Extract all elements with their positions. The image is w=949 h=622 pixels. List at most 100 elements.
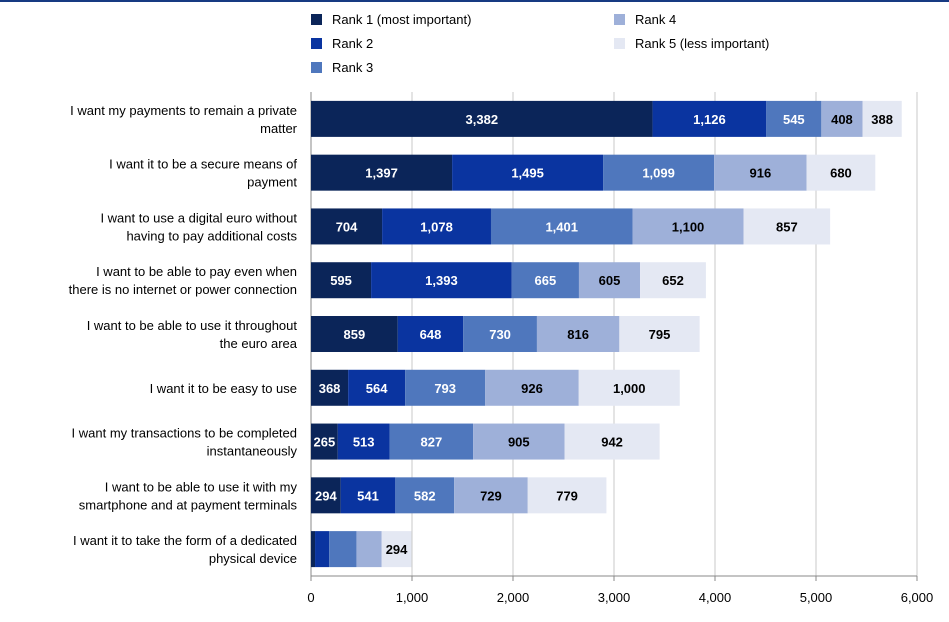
data-label: 857 [776, 219, 798, 234]
category-label-line: I want it to take the form of a dedicate… [73, 533, 297, 548]
category-label-line: matter [260, 121, 298, 136]
bar-segment-rank-3 [490, 208, 633, 245]
legend-swatch-rank-1 [311, 14, 322, 25]
category-labels: I want my payments to remain a private ma… [69, 103, 298, 566]
legend-item-rank-1: Rank 1 (most important) [311, 12, 471, 27]
x-tick-label: 0 [307, 590, 314, 605]
bar-segment-rank-2 [315, 531, 330, 568]
legend-item-rank-2: Rank 2 [311, 36, 373, 51]
bar-segment-rank-5 [381, 531, 412, 568]
legend-swatch-rank-4 [614, 14, 625, 25]
bar-segment-rank-4 [714, 154, 807, 191]
data-label: 294 [386, 542, 408, 557]
legend-item-rank-5: Rank 5 (less important) [614, 36, 769, 51]
bar-segment-rank-2 [371, 262, 512, 299]
data-label: 545 [783, 112, 805, 127]
data-label: 513 [353, 435, 375, 450]
category-label: I want it to take the form of a dedicate… [73, 533, 297, 566]
data-label: 1,100 [672, 219, 705, 234]
bar-segment-rank-1 [311, 477, 341, 514]
data-label: 408 [831, 112, 853, 127]
data-label: 652 [662, 273, 684, 288]
bar-segment-rank-5 [578, 369, 680, 406]
data-label: 1,393 [425, 273, 458, 288]
x-tick-label: 4,000 [699, 590, 732, 605]
bar-segment-rank-3 [463, 316, 537, 352]
data-label: 793 [434, 381, 456, 396]
x-tick-label: 1,000 [396, 590, 429, 605]
legend-item-rank-3: Rank 3 [311, 60, 373, 75]
data-labels: 3,382 1,126 545 408 388 1,397 1,495 1,099 916 680… [314, 112, 893, 557]
bar-segment-rank-1 [311, 423, 338, 460]
category-label-line: physical device [209, 551, 297, 566]
bar-segment-rank-5 [862, 100, 902, 137]
category-label-line: I want to be able to use it with my [105, 479, 298, 494]
data-label: 564 [366, 381, 388, 396]
x-tick-labels: 0 1,000 2,000 3,000 4,000 5,000 6,000 [307, 590, 933, 605]
bar-segment-rank-4 [578, 262, 641, 299]
data-label: 859 [344, 327, 366, 342]
bar-segment-rank-1 [311, 316, 398, 352]
bar-segment-rank-2 [337, 423, 390, 460]
x-tick-label: 3,000 [598, 590, 631, 605]
data-label: 1,078 [420, 219, 453, 234]
data-label: 795 [649, 327, 671, 342]
data-label: 1,000 [613, 381, 646, 396]
bar-segment-rank-5 [640, 262, 706, 299]
category-label-line: I want to be able to use it throughout [87, 318, 298, 333]
bar-segment-rank-3 [389, 423, 474, 460]
bar-segment-rank-4 [632, 208, 744, 245]
data-label: 1,495 [511, 166, 544, 181]
legend-item-rank-4: Rank 4 [614, 12, 676, 27]
bars [311, 100, 902, 568]
bar-segment-rank-3 [395, 477, 455, 514]
data-label: 648 [420, 327, 442, 342]
data-label: 265 [314, 435, 336, 450]
data-label: 1,126 [693, 112, 726, 127]
category-label-line: I want my transactions to be completed [72, 426, 297, 441]
bar-segment-rank-1 [311, 208, 383, 245]
category-label: I want to be able to pay even when there … [69, 264, 297, 297]
data-label: 368 [319, 381, 341, 396]
legend-label-rank-1: Rank 1 (most important) [332, 12, 472, 27]
category-label-line: having to pay additional costs [126, 228, 297, 243]
legend-swatch-rank-5 [614, 38, 625, 49]
bar-segment-rank-3 [603, 154, 715, 191]
x-tick-label: 2,000 [497, 590, 530, 605]
bar-segment-rank-1 [311, 100, 653, 137]
data-label: 779 [556, 488, 578, 503]
data-label: 704 [336, 219, 358, 234]
data-label: 916 [749, 166, 771, 181]
data-label: 294 [315, 488, 337, 503]
bar-segment-rank-2 [652, 100, 767, 137]
data-label: 680 [830, 166, 852, 181]
bar-segment-rank-5 [743, 208, 831, 245]
data-label: 905 [508, 435, 530, 450]
category-label-line: instantaneously [207, 444, 298, 459]
bar-segment-rank-4 [821, 100, 863, 137]
legend-label-rank-3: Rank 3 [332, 60, 374, 75]
bar-segment-rank-5 [564, 423, 660, 460]
category-label: I want my transactions to be completed in… [72, 426, 298, 459]
legend-label-rank-4: Rank 4 [635, 12, 677, 27]
data-label: 729 [480, 488, 502, 503]
bar-segment-rank-3 [511, 262, 579, 299]
bar-segment-rank-2 [382, 208, 491, 245]
data-label: 605 [599, 273, 621, 288]
bar-segment-rank-3 [329, 531, 357, 568]
bar-segment-rank-2 [452, 154, 604, 191]
bar-segment-rank-1 [311, 262, 372, 299]
data-label: 582 [414, 488, 436, 503]
category-label: I want it to be a secure means of payment [109, 157, 297, 190]
category-label-line: there is no internet or power connection [69, 282, 297, 297]
category-label-line: payment [247, 175, 297, 190]
legend-swatch-rank-2 [311, 38, 322, 49]
data-label: 942 [601, 435, 623, 450]
bar-segment-rank-1 [311, 369, 349, 406]
data-label: 3,382 [466, 112, 499, 127]
bar-segment-rank-3 [405, 369, 486, 406]
category-label: I want to use a digital euro without havi… [100, 210, 297, 243]
data-label: 665 [535, 273, 557, 288]
category-label: I want to be able to use it with my smart… [79, 479, 298, 512]
x-tick-label: 6,000 [901, 590, 934, 605]
